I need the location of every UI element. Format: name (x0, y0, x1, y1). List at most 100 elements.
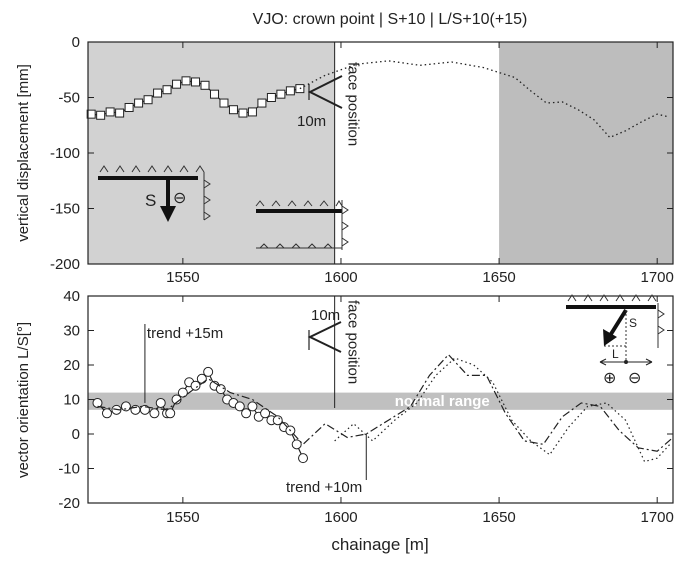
bottom-inset-teeth (567, 294, 657, 302)
bottom-circle-marker (130, 404, 141, 415)
top-x-tick-label: 1700 (641, 269, 674, 286)
bottom-circle-marker (272, 415, 283, 426)
top-square-marker (153, 88, 163, 98)
top-square-marker (134, 98, 144, 108)
top-plot-frame (87, 41, 674, 265)
top-panel: 1550 1600 1650 1700 0 -50 -100 -150 -200 vertica… (15, 34, 674, 286)
bottom-scale-bar-10m: 10m (307, 307, 342, 353)
bottom-inset-arrow-head (603, 329, 617, 346)
top-square-marker (228, 105, 238, 115)
bottom-vector-inset: S L ⊕ ⊖ (566, 294, 665, 387)
top-square-marker (115, 108, 125, 118)
bottom-circle-marker (260, 408, 271, 419)
top-shaded-region-1 (499, 42, 673, 264)
bottom-ylabel: vector orientation L/S[°] (15, 322, 32, 478)
bottom-circle-marker (203, 366, 214, 377)
bottom-x-tick-label: 1700 (641, 509, 674, 526)
bottom-scale-label: 10m (311, 307, 340, 324)
bottom-circle-marker (177, 387, 188, 398)
top-y-tick-label: -200 (50, 256, 80, 273)
top-square-marker (219, 98, 229, 108)
top-x-tick-label: 1550 (166, 269, 199, 286)
top-y-tick-label: -150 (50, 201, 80, 218)
top-inset-minus: ⊖ (173, 190, 186, 207)
top-inset-s: S (145, 191, 156, 210)
top-square-marker (172, 79, 182, 89)
top-face-inset-teeth (255, 200, 343, 207)
top-x-tick-label: 1600 (324, 269, 357, 286)
top-square-marker (124, 102, 134, 112)
bottom-circle-marker (149, 408, 160, 419)
top-scale-wedge (307, 75, 343, 109)
top-y-tick-label: -100 (50, 145, 80, 162)
bottom-circle-marker (298, 453, 309, 464)
bottom-inset-face-teeth (657, 303, 665, 348)
bottom-series-line-2 (334, 357, 671, 463)
bottom-inset-arrow-shaft (609, 308, 628, 336)
bottom-circle-marker (92, 397, 103, 408)
top-tunnel-inset: S ⊖ (98, 165, 211, 222)
bottom-series-line-1 (97, 353, 674, 452)
top-square-marker (86, 109, 96, 119)
top-face-position-label: face position (345, 62, 362, 146)
top-square-marker (181, 76, 191, 86)
top-square-marker (257, 98, 267, 108)
bottom-y-tick-label: 40 (63, 288, 80, 305)
bottom-series (92, 353, 674, 464)
top-square-marker (266, 93, 276, 102)
x-axis-label: chainage [m] (331, 535, 428, 554)
top-square-marker (96, 110, 106, 120)
bottom-circle-marker (101, 408, 112, 419)
bottom-plot-frame (87, 295, 674, 504)
bottom-circle-marker (190, 380, 201, 391)
top-square-marker (200, 80, 210, 90)
top-square-marker (209, 89, 219, 99)
bottom-circle-marker (215, 384, 226, 395)
bottom-panel: normal range 1550 1600 1650 1700 40 30 20 10 0 -1… (15, 288, 674, 526)
bottom-y-tick-label: -20 (58, 495, 80, 512)
trend-10m-label: trend +10m (286, 479, 362, 496)
top-axis-ticks: 1550 1600 1650 1700 0 -50 -100 -150 -200 (50, 34, 674, 286)
bottom-circle-marker (234, 401, 245, 412)
top-inset-face-teeth (203, 172, 211, 221)
bottom-inset-s: S (629, 316, 637, 330)
top-scale-bar-10m: 10m (297, 75, 343, 130)
bottom-axis-ticks: 1550 1600 1650 1700 40 30 20 10 0 -10 -20 (58, 288, 674, 526)
bottom-y-tick-label: 20 (63, 357, 80, 374)
top-square-marker (276, 89, 286, 99)
bottom-inset-plus: ⊕ (603, 370, 616, 387)
top-square-marker (238, 108, 248, 118)
bottom-x-tick-label: 1650 (482, 509, 515, 526)
top-inset-arrow-head (160, 206, 176, 222)
bottom-face-position-label: face position (345, 300, 362, 384)
top-inset-rock-teeth (99, 165, 205, 173)
bottom-circle-marker (241, 408, 252, 419)
bottom-normal-range-label: normal range (395, 393, 490, 410)
top-y-tick-label: -50 (58, 90, 80, 107)
top-x-tick-label: 1650 (482, 269, 515, 286)
bottom-circle-marker (120, 401, 131, 412)
top-face-inset-invert (256, 243, 342, 249)
top-shaded-regions (88, 42, 673, 264)
top-y-tick-label: 0 (72, 34, 80, 51)
bottom-scale-wedge (307, 321, 342, 353)
bottom-x-tick-label: 1550 (166, 509, 199, 526)
bottom-circle-marker (291, 439, 302, 450)
top-square-marker (162, 85, 172, 95)
bottom-inset-pivot (624, 360, 628, 364)
top-face-inset-face (341, 200, 349, 250)
top-scale-label: 10m (297, 113, 326, 130)
bottom-inset-l: L (612, 347, 619, 361)
top-square-marker (143, 95, 153, 105)
bottom-circle-marker (247, 401, 258, 412)
bottom-x-tick-label: 1600 (324, 509, 357, 526)
bottom-y-tick-label: -10 (58, 461, 80, 478)
top-shaded-region-0 (88, 42, 335, 264)
bottom-circle-marker (155, 397, 166, 408)
bottom-y-tick-label: 0 (72, 426, 80, 443)
top-square-marker (105, 107, 115, 117)
bottom-y-tick-label: 30 (63, 323, 80, 340)
top-square-marker (191, 77, 201, 87)
top-series (86, 60, 667, 139)
